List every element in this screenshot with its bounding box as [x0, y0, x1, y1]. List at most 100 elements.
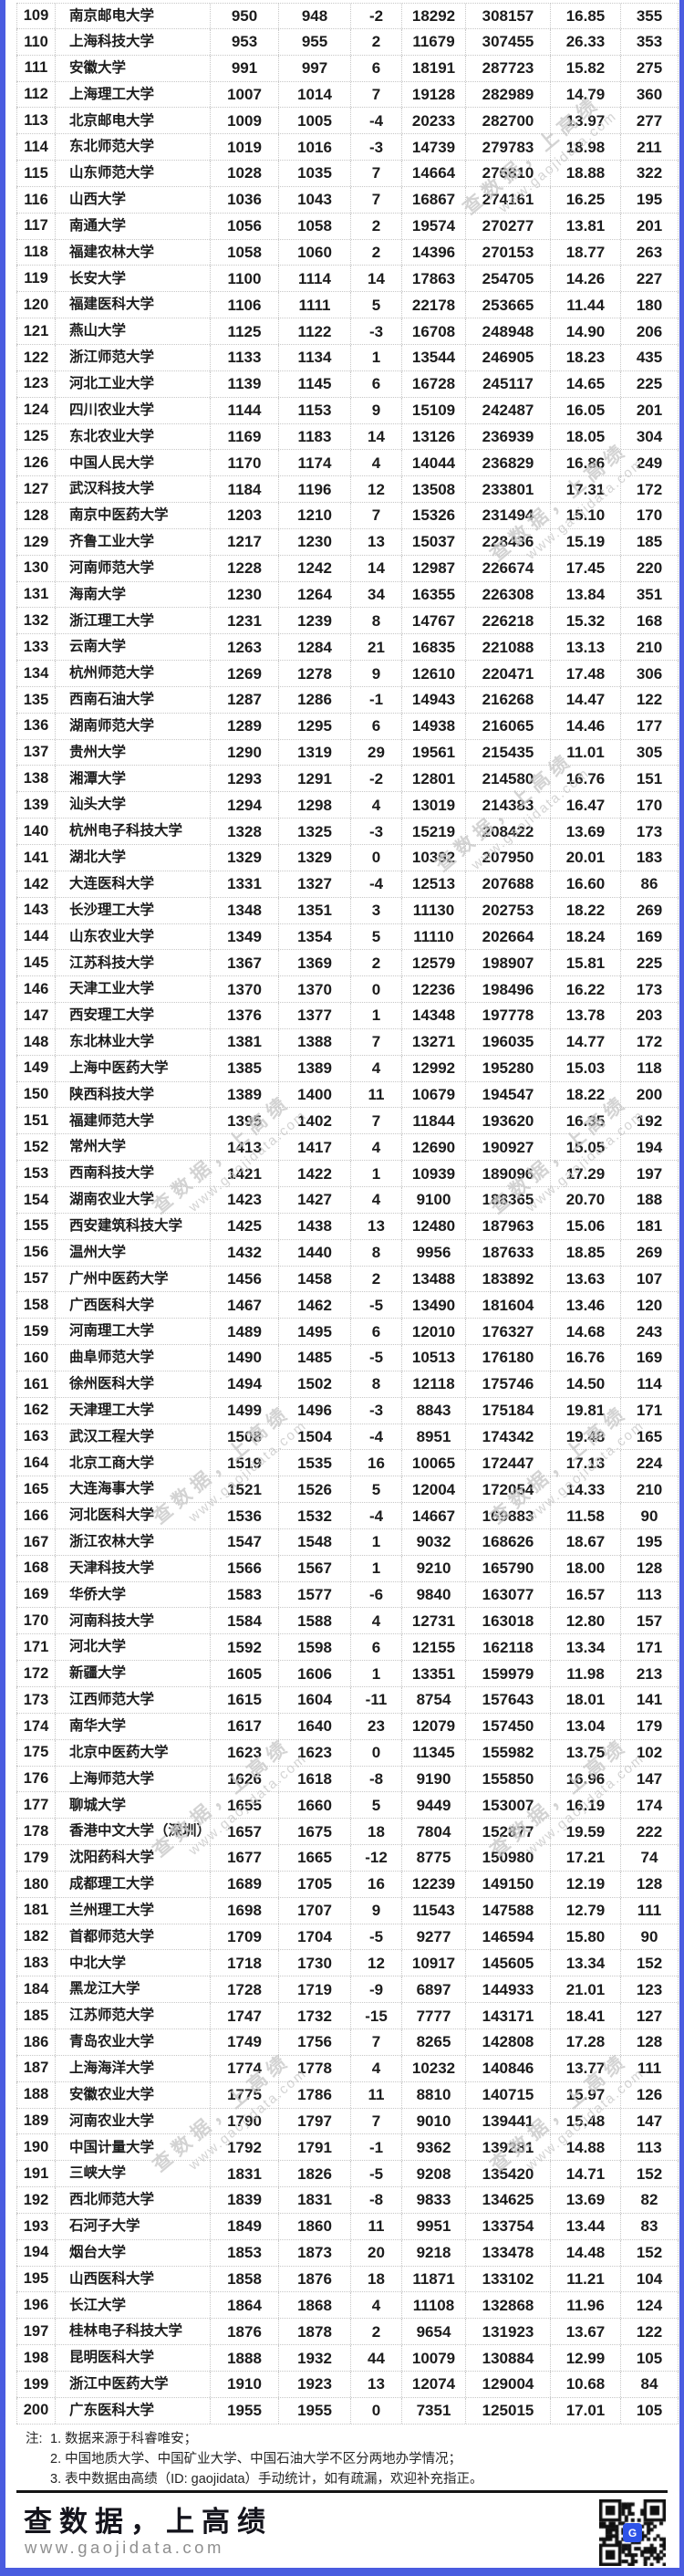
university-name-cell: 江苏师范大学 [56, 2003, 211, 2028]
rank-col1-cell: 1019 [211, 134, 279, 161]
value-col1-cell: 9032 [402, 1528, 466, 1555]
ratio-cell: 13.34 [551, 1634, 621, 1661]
rank-col1-cell: 1367 [211, 950, 279, 976]
rank-col2-cell: 1005 [279, 108, 351, 134]
value-col2-cell: 216268 [466, 686, 551, 713]
table-row: 171 河北大学 1592 1598 6 12155 162118 13.34 171 [16, 1634, 679, 1662]
value-col2-cell: 307455 [466, 28, 551, 55]
row-index-cell: 161 [16, 1371, 56, 1397]
row-index-cell: 191 [16, 2161, 56, 2187]
university-name-cell: 大连医科大学 [56, 871, 211, 897]
rank-change-cell: 3 [351, 897, 402, 923]
rank-col2-cell: 1242 [279, 555, 351, 581]
ratio-cell: 10.68 [551, 2371, 621, 2397]
university-name-cell: 上海海洋大学 [56, 2055, 211, 2081]
rank-col1-cell: 1749 [211, 2028, 279, 2055]
row-index-cell: 181 [16, 1897, 56, 1924]
row-index-cell: 166 [16, 1503, 56, 1528]
value-col1-cell: 7777 [402, 2003, 466, 2028]
rank-col2-cell: 1719 [279, 1976, 351, 2003]
value-col2-cell: 214580 [466, 766, 551, 792]
table-row: 146 天津工业大学 1370 1370 0 12236 198496 16.22 173 [16, 976, 679, 1004]
table-row: 186 青岛农业大学 1749 1756 7 8265 142808 17.28 128 [16, 2028, 679, 2056]
rank-col1-cell: 1584 [211, 1608, 279, 1634]
rank-col1-cell: 1508 [211, 1424, 279, 1450]
count-cell: 128 [621, 1871, 679, 1897]
rank-col1-cell: 1133 [211, 344, 279, 370]
table-row: 129 齐鲁工业大学 1217 1230 13 15037 228436 15.19 185 [16, 528, 679, 556]
row-index-cell: 137 [16, 739, 56, 766]
table-row: 130 河南师范大学 1228 1242 14 12987 226674 17.45 220 [16, 555, 679, 582]
value-col2-cell: 172054 [466, 1476, 551, 1503]
value-col1-cell: 9951 [402, 2213, 466, 2239]
university-name-cell: 沈阳药科大学 [56, 1845, 211, 1871]
row-index-cell: 156 [16, 1239, 56, 1266]
count-cell: 128 [621, 1555, 679, 1581]
rank-change-cell: 18 [351, 1819, 402, 1845]
row-index-cell: 113 [16, 108, 56, 134]
row-index-cell: 174 [16, 1713, 56, 1739]
count-cell: 351 [621, 581, 679, 608]
row-index-cell: 189 [16, 2108, 56, 2134]
row-index-cell: 139 [16, 792, 56, 819]
value-col1-cell: 10079 [402, 2345, 466, 2371]
rank-col2-cell: 1532 [279, 1503, 351, 1528]
rank-col2-cell: 1730 [279, 1950, 351, 1976]
value-col2-cell: 253665 [466, 292, 551, 318]
value-col2-cell: 308157 [466, 4, 551, 28]
rank-col1-cell: 1100 [211, 266, 279, 292]
rank-change-cell: 0 [351, 1739, 402, 1766]
value-col2-cell: 270153 [466, 239, 551, 266]
rank-col1-cell: 1231 [211, 608, 279, 634]
brand-url: www.gaojidata.com [25, 2538, 224, 2557]
row-index-cell: 200 [16, 2397, 56, 2424]
ratio-cell: 15.10 [551, 503, 621, 528]
value-col2-cell: 175184 [466, 1397, 551, 1424]
rank-col2-cell: 1016 [279, 134, 351, 161]
value-col1-cell: 9208 [402, 2161, 466, 2187]
rank-change-cell: 0 [351, 845, 402, 871]
rank-change-cell: 5 [351, 923, 402, 950]
table-row: 190 中国计量大学 1792 1791 -1 9362 139281 14.88 113 [16, 2134, 679, 2162]
value-col2-cell: 215435 [466, 739, 551, 766]
rank-col2-cell: 1458 [279, 1266, 351, 1292]
table-row: 118 福建农林大学 1058 1060 2 14396 270153 18.77 263 [16, 239, 679, 266]
value-col1-cell: 13126 [402, 423, 466, 450]
count-cell: 171 [621, 1634, 679, 1661]
row-index-cell: 192 [16, 2187, 56, 2213]
table-row: 166 河北医科大学 1536 1532 -4 14667 169883 11.58 90 [16, 1503, 679, 1529]
row-index-cell: 131 [16, 581, 56, 608]
value-col2-cell: 153007 [466, 1792, 551, 1819]
value-col1-cell: 12690 [402, 1134, 466, 1161]
table-row: 137 贵州大学 1290 1319 29 19561 215435 11.01 305 [16, 739, 679, 767]
value-col1-cell: 11345 [402, 1739, 466, 1766]
count-cell: 123 [621, 1976, 679, 2003]
ratio-cell: 17.31 [551, 476, 621, 503]
row-index-cell: 165 [16, 1476, 56, 1503]
rank-col2-cell: 1831 [279, 2187, 351, 2213]
ratio-cell: 15.06 [551, 1213, 621, 1239]
rank-col2-cell: 1860 [279, 2213, 351, 2239]
count-cell: 435 [621, 344, 679, 370]
table-row: 116 山西大学 1036 1043 7 16867 274161 16.25 195 [16, 186, 679, 214]
value-col2-cell: 176327 [466, 1319, 551, 1345]
row-index-cell: 183 [16, 1950, 56, 1976]
rank-col1-cell: 1489 [211, 1319, 279, 1345]
value-col2-cell: 133478 [466, 2239, 551, 2266]
rank-change-cell: 4 [351, 2292, 402, 2319]
value-col1-cell: 12004 [402, 1476, 466, 1503]
value-col2-cell: 145605 [466, 1950, 551, 1976]
ratio-cell: 16.76 [551, 1345, 621, 1371]
ratio-cell: 13.69 [551, 819, 621, 844]
value-col2-cell: 175746 [466, 1371, 551, 1397]
value-col2-cell: 169883 [466, 1503, 551, 1528]
row-index-cell: 175 [16, 1739, 56, 1766]
university-name-cell: 河北医科大学 [56, 1503, 211, 1528]
rank-change-cell: 1 [351, 1555, 402, 1581]
value-col2-cell: 176180 [466, 1345, 551, 1371]
value-col2-cell: 245117 [466, 370, 551, 397]
university-name-cell: 山西医科大学 [56, 2266, 211, 2292]
rank-change-cell: 13 [351, 528, 402, 555]
row-index-cell: 147 [16, 1003, 56, 1028]
